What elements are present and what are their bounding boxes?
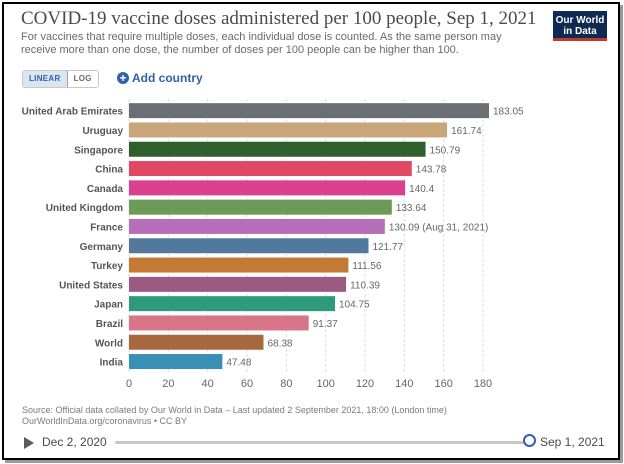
source-note: Source: Official data collated by Our Wo…	[22, 405, 447, 427]
x-tick-label: 140	[395, 378, 413, 390]
value-label: 91.37	[313, 319, 338, 330]
category-label: United States	[59, 280, 123, 291]
category-label: United Kingdom	[46, 203, 123, 214]
linear-scale-button[interactable]: LINEAR	[23, 71, 68, 87]
add-country-label: Add country	[132, 71, 203, 85]
bar-chart: 0 20 40 60 80 100 120 140 160 180 United Arab Emir…	[22, 99, 524, 390]
x-tick-label: 60	[241, 378, 253, 390]
timeline-end-label: Sep 1, 2021	[540, 435, 605, 449]
category-label: Canada	[87, 184, 124, 195]
category-label: Japan	[94, 300, 123, 311]
category-label: United Arab Emirates	[22, 107, 124, 118]
category-label: Germany	[80, 242, 124, 253]
owid-logo[interactable]: Our World in Data	[553, 11, 607, 41]
value-label: 150.79	[430, 145, 461, 156]
x-tick-label: 120	[356, 378, 374, 390]
value-label: 121.77	[372, 242, 403, 253]
bar	[129, 141, 426, 157]
x-tick-label: 160	[434, 378, 452, 390]
bar	[129, 334, 264, 350]
bar	[129, 218, 385, 234]
x-tick-label: 0	[126, 378, 132, 390]
value-label: 143.78	[416, 165, 447, 176]
x-tick-label: 80	[280, 378, 292, 390]
x-tick-label: 180	[474, 378, 492, 390]
category-label: Singapore	[74, 145, 123, 156]
timeline-handle[interactable]	[523, 434, 536, 447]
bar	[129, 199, 392, 215]
category-label: Brazil	[96, 319, 123, 330]
chart-subtitle: For vaccines that require multiple doses…	[21, 31, 502, 56]
bar	[129, 315, 309, 331]
value-label: 111.56	[352, 261, 382, 272]
logo-line-1: Our World	[555, 15, 605, 26]
x-tick-label: 100	[316, 378, 334, 390]
value-label: 68.38	[267, 338, 292, 349]
bar	[129, 276, 347, 292]
timeline-track[interactable]	[115, 441, 532, 444]
category-label: Uruguay	[82, 126, 123, 137]
category-label: China	[95, 165, 123, 176]
value-label: 183.05	[493, 107, 524, 118]
chart-title: COVID-19 vaccine doses administered per …	[21, 8, 537, 29]
category-label: India	[100, 358, 124, 369]
timeline-start-label: Dec 2, 2020	[42, 435, 107, 449]
bar	[129, 122, 448, 138]
source-line-1: Source: Official data collated by Our Wo…	[22, 405, 447, 415]
timeline: Dec 2, 2020 Sep 1, 2021	[22, 432, 612, 452]
value-label: 104.75	[339, 300, 370, 311]
bar	[129, 354, 223, 370]
value-label: 130.09 (Aug 31, 2021)	[389, 222, 489, 233]
bar	[129, 296, 336, 312]
value-label: 110.39	[350, 280, 380, 291]
category-label: France	[90, 222, 123, 233]
logo-line-2: in Data	[563, 26, 597, 37]
scale-toggle: LINEAR LOG	[22, 70, 99, 88]
source-line-2: OurWorldInData.org/coronavirus • CC BY	[22, 416, 188, 426]
value-label: 140.4	[409, 184, 434, 195]
x-tick-label: 20	[162, 378, 174, 390]
play-icon[interactable]	[24, 437, 34, 449]
bar	[129, 257, 349, 273]
bar	[129, 180, 406, 196]
bar	[129, 103, 489, 119]
x-tick-label: 40	[202, 378, 214, 390]
add-country-button[interactable]: + Add country	[117, 71, 203, 85]
value-label: 47.48	[226, 358, 251, 369]
bar	[129, 238, 369, 254]
category-label: Turkey	[91, 261, 123, 272]
value-label: 161.74	[451, 126, 482, 137]
plus-icon: +	[117, 72, 129, 84]
log-scale-button[interactable]: LOG	[73, 74, 92, 83]
bar	[129, 161, 412, 177]
value-label: 133.64	[396, 203, 427, 214]
category-label: World	[95, 338, 123, 349]
